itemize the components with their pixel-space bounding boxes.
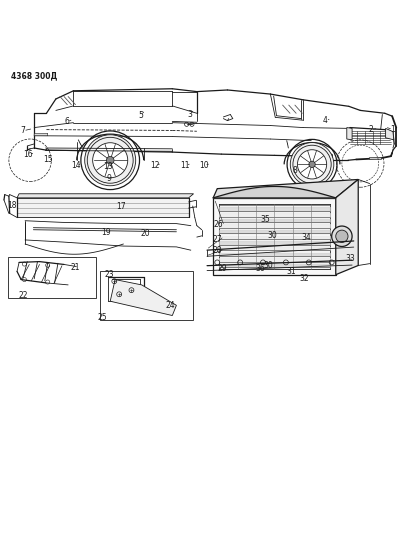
Circle shape: [290, 142, 333, 186]
Text: 5: 5: [138, 111, 142, 120]
Circle shape: [85, 135, 135, 186]
Text: 22: 22: [18, 292, 28, 301]
Text: 32: 32: [298, 274, 308, 283]
Polygon shape: [335, 180, 357, 274]
Text: 19: 19: [101, 228, 111, 237]
Text: 14: 14: [71, 160, 81, 169]
Polygon shape: [17, 194, 193, 198]
Text: 11: 11: [180, 160, 190, 169]
Polygon shape: [213, 198, 335, 274]
Text: 4368 300Д: 4368 300Д: [11, 71, 57, 80]
Text: 28: 28: [212, 246, 221, 255]
Polygon shape: [213, 180, 357, 198]
Text: 10: 10: [199, 160, 209, 169]
Text: 16: 16: [24, 150, 33, 159]
Text: 31: 31: [286, 267, 296, 276]
Text: 1: 1: [390, 125, 394, 134]
Text: 33: 33: [345, 254, 355, 263]
Text: 18: 18: [7, 201, 17, 209]
Polygon shape: [346, 127, 351, 140]
Text: 34: 34: [301, 233, 310, 243]
Text: 20: 20: [141, 229, 150, 238]
Text: 17: 17: [116, 201, 126, 211]
Circle shape: [106, 157, 114, 164]
Text: 27: 27: [212, 235, 222, 244]
Text: 13: 13: [103, 162, 112, 171]
Text: 30: 30: [263, 261, 272, 270]
Polygon shape: [369, 157, 380, 159]
Text: 8: 8: [292, 166, 297, 175]
Text: 29: 29: [217, 264, 227, 273]
Text: 15: 15: [43, 155, 52, 164]
Text: 30: 30: [267, 231, 276, 240]
Text: 6: 6: [64, 117, 69, 126]
Polygon shape: [34, 133, 47, 136]
Text: 24: 24: [165, 301, 175, 310]
Polygon shape: [385, 128, 393, 140]
Circle shape: [297, 150, 326, 179]
Text: 25: 25: [97, 313, 107, 322]
Circle shape: [331, 226, 351, 246]
Text: 3: 3: [187, 110, 192, 119]
Polygon shape: [110, 280, 176, 316]
Polygon shape: [17, 198, 188, 217]
Circle shape: [308, 161, 315, 167]
Text: 4: 4: [322, 116, 327, 125]
Circle shape: [335, 230, 347, 243]
Text: 12: 12: [150, 160, 160, 169]
Text: 9: 9: [106, 174, 111, 183]
Text: 21: 21: [70, 263, 80, 272]
Text: 36: 36: [255, 264, 265, 273]
Text: 26: 26: [213, 220, 222, 229]
Text: 35: 35: [260, 215, 270, 224]
Text: 2: 2: [367, 125, 372, 134]
Circle shape: [92, 143, 128, 178]
Text: 23: 23: [104, 270, 114, 279]
Text: 7: 7: [21, 126, 25, 135]
